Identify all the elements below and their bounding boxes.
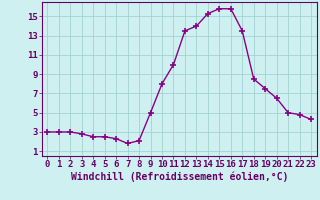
X-axis label: Windchill (Refroidissement éolien,°C): Windchill (Refroidissement éolien,°C) <box>70 172 288 182</box>
